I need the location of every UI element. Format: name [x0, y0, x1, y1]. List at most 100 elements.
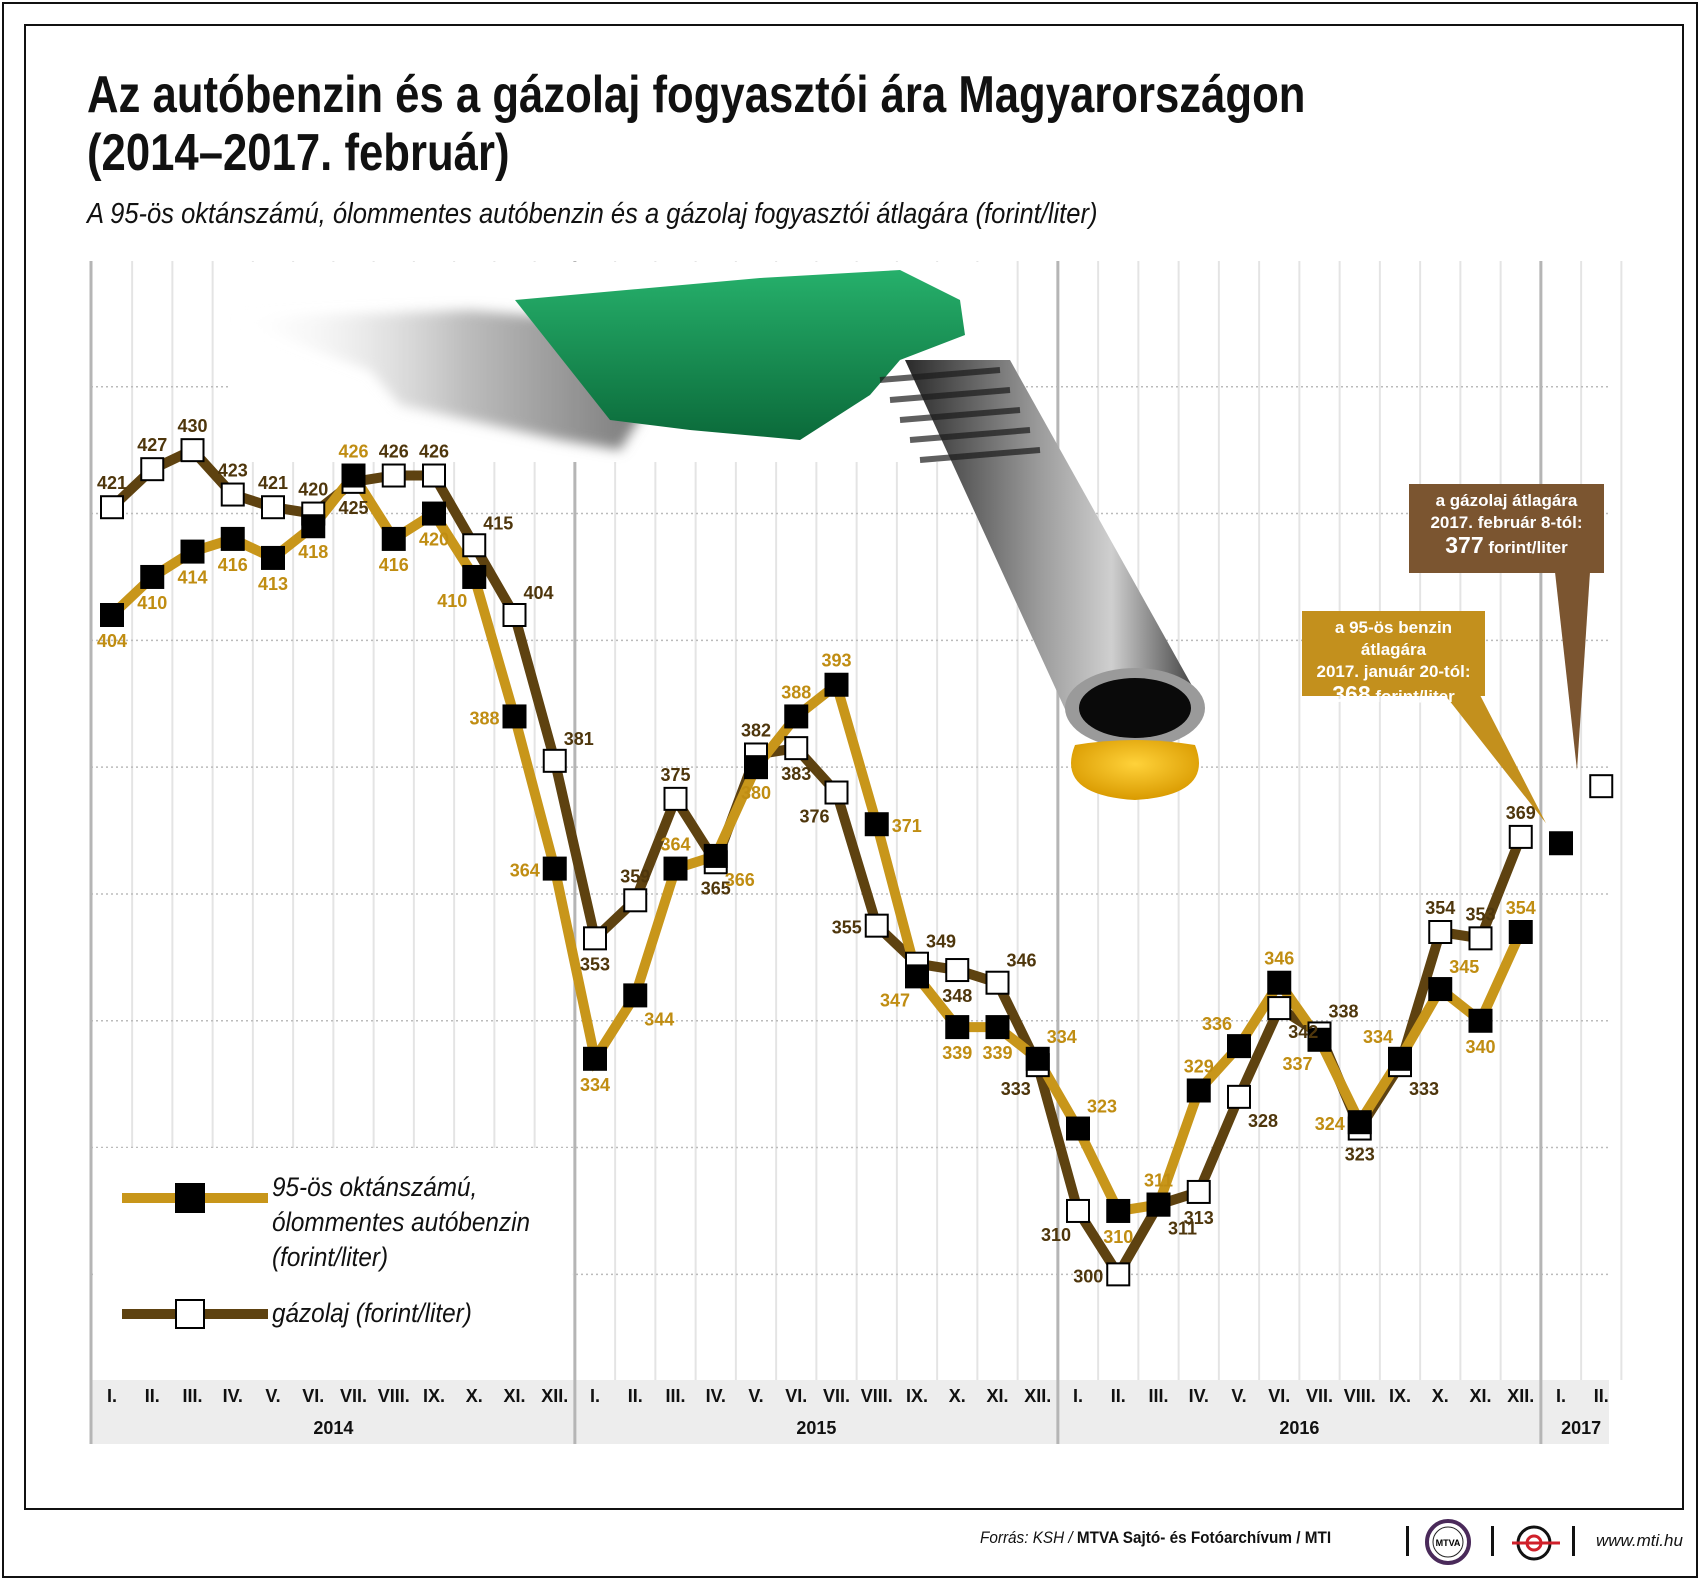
month-tick-label: I.: [1556, 1386, 1566, 1406]
benzin-data-label: 340: [1465, 1037, 1495, 1057]
benzin-marker: [1227, 1034, 1251, 1059]
benzin-data-label: 404: [97, 631, 127, 651]
benzin-data-label: 354: [1506, 898, 1536, 918]
gazolaj-marker: [502, 603, 527, 627]
benzin-marker: [140, 564, 165, 589]
benzin-marker: [381, 526, 406, 551]
data-labels: 4044104144164134184264164204103883643343…: [97, 416, 1536, 1286]
month-tick-label: XII.: [1024, 1386, 1051, 1406]
benzin-marker: [784, 704, 809, 729]
benzin-marker: [985, 1015, 1010, 1040]
source-prefix: Forrás: KSH /: [980, 1528, 1077, 1547]
gazolaj-data-label: 426: [379, 442, 409, 462]
legend-swatch-benzin: [122, 1183, 268, 1213]
gazolaj-data-label: 355: [832, 918, 862, 938]
benzin-data-label: 388: [469, 708, 499, 728]
gazolaj-data-label: 333: [1001, 1079, 1031, 1099]
benzin-data-label: 364: [660, 835, 690, 855]
benzin-data-label: 416: [379, 555, 409, 575]
svg-text:MTVA: MTVA: [1436, 1538, 1461, 1548]
gazolaj-marker: [945, 958, 970, 983]
benzin-data-label: 393: [821, 651, 851, 671]
gazolaj-data-label: 381: [564, 729, 594, 749]
month-tick-label: I.: [590, 1386, 600, 1406]
callout-gazolaj-line2: 2017. február 8-tól:: [1430, 513, 1583, 532]
month-tick-label: VIII.: [861, 1386, 893, 1406]
benzin-marker: [341, 463, 366, 488]
gazolaj-data-label: 383: [781, 764, 811, 784]
gazolaj-data-label: 365: [701, 878, 731, 898]
month-tick-label: III.: [1148, 1386, 1168, 1406]
callout-gazolaj-line1: a gázolaj átlagára: [1435, 491, 1578, 510]
gazolaj-marker: [140, 457, 165, 482]
month-tick-label: III.: [665, 1386, 685, 1406]
benzin-marker: [583, 1046, 607, 1071]
benzin-data-label: 339: [982, 1043, 1012, 1063]
benzin-marker: [1549, 831, 1573, 856]
benzin-data-label: 329: [1184, 1057, 1214, 1077]
gazolaj-data-label: 328: [1248, 1111, 1278, 1131]
callout-benzin-pointer: [1445, 695, 1546, 824]
callout-gazolaj-pointer: [1555, 572, 1590, 771]
footer-separator: [1406, 1526, 1409, 1556]
gazolaj-data-label: 342: [1288, 1022, 1318, 1042]
month-tick-label: IX.: [423, 1386, 445, 1406]
year-label: 2016: [1279, 1418, 1319, 1438]
gazolaj-data-label: 338: [1328, 1001, 1358, 1021]
benzin-marker: [502, 704, 527, 729]
gazolaj-marker: [422, 463, 446, 488]
gazolaj-data-label: 382: [741, 720, 771, 740]
gazolaj-data-label: 353: [1465, 904, 1495, 924]
gazolaj-data-label: 313: [1184, 1208, 1214, 1228]
gazolaj-marker: [1227, 1084, 1251, 1109]
benzin-marker: [220, 526, 245, 551]
x-axis-labels: I. II. III. IV. V. VI. VII. VIII. IX. X. XI. XII. 20…: [107, 1386, 1609, 1438]
benzin-data-label: 388: [781, 682, 811, 702]
gazolaj-marker: [1468, 926, 1493, 951]
subtitle: A 95-ös oktánszámú, ólommentes autóbenzi…: [87, 198, 1098, 230]
gazolaj-marker: [623, 888, 648, 913]
footer-source: Forrás: KSH / MTVA Sajtó- és Fotóarchívu…: [980, 1528, 1331, 1548]
benzin-data-label: 334: [1363, 1027, 1393, 1047]
gazolaj-data-label: 333: [1409, 1079, 1439, 1099]
nozzle-green-grip: [515, 270, 965, 440]
gazolaj-marker: [381, 463, 406, 488]
callout-benzin-unit: forint/liter: [1375, 687, 1455, 706]
callout-gazolaj: a gázolaj átlagára 2017. február 8-tól: …: [1409, 484, 1604, 573]
benzin-marker: [1186, 1078, 1211, 1103]
month-tick-label: VI.: [302, 1386, 324, 1406]
callout-gazolaj-value: 377: [1445, 532, 1484, 558]
gazolaj-marker: [1428, 920, 1453, 944]
gazolaj-data-label: 376: [799, 807, 829, 827]
month-tick-label: IX.: [1389, 1386, 1411, 1406]
month-tick-label: XI.: [986, 1386, 1008, 1406]
month-tick-label: V.: [748, 1386, 763, 1406]
benzin-marker: [1508, 920, 1533, 944]
month-tick-label: VII.: [340, 1386, 367, 1406]
gazolaj-data-label: 354: [1425, 898, 1455, 918]
month-tick-label: VIII.: [1344, 1386, 1376, 1406]
callout-benzin: a 95-ös benzin átlagára 2017. január 20-…: [1302, 611, 1485, 706]
benzin-data-label: 366: [725, 870, 755, 890]
benzin-marker: [1025, 1046, 1050, 1071]
callout-benzin-value: 368: [1332, 681, 1371, 707]
gazolaj-marker: [1106, 1262, 1131, 1287]
month-tick-label: XII.: [541, 1386, 568, 1406]
benzin-marker: [703, 843, 728, 868]
month-tick-label: IV.: [706, 1386, 726, 1406]
legend-background: [93, 1148, 573, 1380]
benzin-marker: [744, 755, 768, 780]
legend-benzin-line2: ólommentes autóbenzin: [272, 1207, 531, 1237]
gazolaj-data-label: 423: [218, 461, 248, 481]
gazolaj-marker: [824, 780, 849, 805]
benzin-data-label: 344: [644, 1009, 674, 1029]
benzin-marker: [1146, 1192, 1171, 1217]
month-tick-label: X.: [1432, 1386, 1449, 1406]
month-tick-label: II.: [145, 1386, 160, 1406]
footer-separator: [1572, 1526, 1575, 1556]
benzin-data-label: 347: [880, 990, 910, 1010]
website-link[interactable]: www.mti.hu: [1596, 1531, 1683, 1550]
benzin-data-label: 334: [580, 1075, 610, 1095]
gazolaj-marker: [462, 533, 487, 558]
month-tick-label: III.: [182, 1386, 202, 1406]
